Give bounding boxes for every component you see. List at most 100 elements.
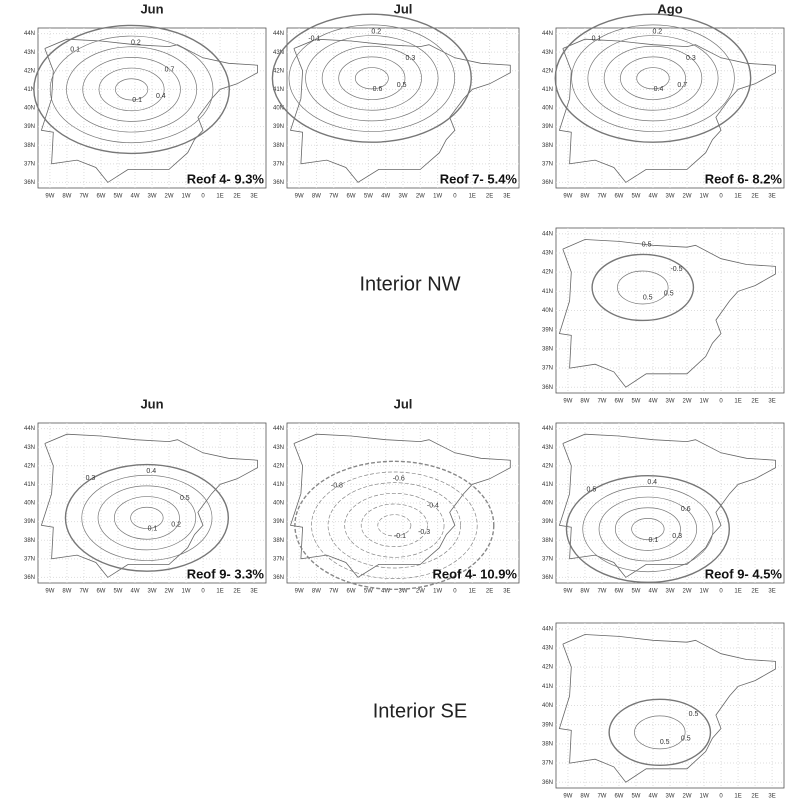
- lat-tick-label: 44N: [24, 31, 35, 37]
- lat-tick-label: 39N: [542, 327, 553, 333]
- lat-tick-label: 38N: [24, 538, 35, 544]
- lat-tick-label: 44N: [273, 31, 284, 37]
- lat-tick-label: 36N: [24, 180, 35, 186]
- lon-tick-label: 2W: [165, 194, 174, 200]
- contour-label: -0.5: [670, 266, 682, 273]
- contour-label: -0.4: [427, 502, 439, 509]
- lon-tick-label: 2W: [683, 399, 692, 405]
- lat-tick-label: 38N: [542, 741, 553, 747]
- coastline: [40, 38, 258, 183]
- lat-tick-label: 40N: [24, 106, 35, 112]
- reof-label: Reof 9- 3.3%: [187, 566, 265, 581]
- lat-tick-label: 42N: [542, 665, 553, 671]
- contour-label: -0.8: [331, 483, 343, 490]
- lat-tick-label: 40N: [273, 501, 284, 507]
- lat-tick-label: 42N: [542, 270, 553, 276]
- map-panel: 9W 8W 7W 6W 5W 4W 3W 2W 1W 0 1E 2E 3E 44N 43N 42N 41N 40N…: [542, 622, 785, 800]
- contour: [565, 475, 731, 584]
- lat-tick-label: 44N: [542, 626, 553, 632]
- lat-tick-label: 36N: [24, 575, 35, 581]
- lat-tick-label: 44N: [273, 426, 284, 432]
- lon-tick-label: 9W: [563, 194, 572, 200]
- lon-tick-label: 2W: [165, 589, 174, 595]
- lon-tick-label: 1E: [734, 794, 741, 800]
- lon-tick-label: 6W: [96, 194, 105, 200]
- lon-tick-label: 7W: [597, 589, 606, 595]
- contour-label: -0.3: [418, 529, 430, 536]
- contour: [591, 253, 695, 322]
- lon-tick-label: 5W: [631, 194, 640, 200]
- lon-tick-label: 9W: [563, 589, 572, 595]
- lon-tick-label: 6W: [96, 589, 105, 595]
- contour-label: 0.5: [660, 739, 670, 746]
- contour: [81, 474, 213, 561]
- lon-tick-label: 2W: [683, 589, 692, 595]
- lat-tick-label: 39N: [542, 124, 553, 130]
- lon-tick-label: 1W: [700, 794, 709, 800]
- lon-tick-label: 3E: [768, 194, 775, 200]
- lon-tick-label: 3W: [148, 194, 157, 200]
- lon-tick-label: 0: [719, 794, 723, 800]
- map-panel: 9W 8W 7W 6W 5W 4W 3W 2W 1W 0 1E 2E 3E 44N 43N 42N 41N 40N…: [542, 13, 785, 200]
- lat-tick-label: 37N: [273, 556, 284, 562]
- contour: [587, 35, 719, 122]
- contour-label: 0.2: [652, 28, 662, 35]
- contour-label: 0.1: [148, 526, 158, 533]
- contour-label: 0.3: [686, 55, 696, 62]
- lon-tick-label: 2E: [486, 589, 493, 595]
- contour: [305, 35, 439, 122]
- reof-label: Reof 9- 4.5%: [705, 566, 783, 581]
- lon-tick-label: 1W: [433, 194, 442, 200]
- lat-tick-label: 40N: [542, 703, 553, 709]
- lat-tick-label: 37N: [273, 161, 284, 167]
- map-panel: 9W 8W 7W 6W 5W 4W 3W 2W 1W 0 1E 2E 3E 44N 43N 42N 41N 40N…: [271, 13, 520, 200]
- map-frame: [286, 422, 520, 584]
- contour: [327, 482, 461, 569]
- lon-tick-label: 1E: [734, 194, 741, 200]
- contour-label: 0.5: [397, 82, 407, 89]
- reof-label: Reof 4- 9.3%: [187, 171, 265, 186]
- contour: [582, 486, 714, 573]
- contour: [614, 507, 681, 551]
- lon-tick-label: 3E: [503, 589, 510, 595]
- lat-tick-label: 43N: [273, 50, 284, 56]
- contour-label: 0.1: [70, 47, 80, 54]
- lon-tick-label: 7W: [329, 589, 338, 595]
- lon-tick-label: 7W: [79, 589, 88, 595]
- lon-tick-label: 0: [201, 589, 205, 595]
- coastline: [558, 433, 776, 578]
- lat-tick-label: 42N: [273, 463, 284, 469]
- lat-tick-label: 38N: [24, 143, 35, 149]
- lon-tick-label: 0: [453, 589, 457, 595]
- lon-tick-label: 5W: [113, 194, 122, 200]
- lon-tick-label: 1E: [216, 194, 223, 200]
- lon-tick-label: 2E: [486, 194, 493, 200]
- lon-tick-label: 3W: [148, 589, 157, 595]
- lon-tick-label: 6W: [347, 194, 356, 200]
- lat-tick-label: 41N: [542, 87, 553, 93]
- contour: [344, 492, 445, 558]
- coastline: [289, 433, 511, 578]
- contour: [64, 463, 230, 572]
- lon-tick-label: 6W: [614, 589, 623, 595]
- lat-tick-label: 38N: [542, 143, 553, 149]
- contour: [33, 24, 230, 155]
- lon-tick-label: 6W: [614, 399, 623, 405]
- contour: [354, 67, 389, 90]
- contour: [271, 13, 472, 143]
- lat-tick-label: 39N: [24, 519, 35, 525]
- lat-tick-label: 44N: [542, 231, 553, 237]
- lon-tick-label: 1E: [734, 589, 741, 595]
- lat-tick-label: 38N: [273, 538, 284, 544]
- contour-label: 0.5: [689, 711, 699, 718]
- contour-label: 0.4: [146, 468, 156, 475]
- contour: [97, 485, 197, 551]
- lat-tick-label: 38N: [273, 143, 284, 149]
- lon-tick-label: 5W: [631, 399, 640, 405]
- contour: [617, 270, 669, 305]
- lon-tick-label: 8W: [62, 589, 71, 595]
- lat-tick-label: 40N: [542, 501, 553, 507]
- lat-tick-label: 42N: [24, 68, 35, 74]
- lat-tick-label: 41N: [273, 482, 284, 488]
- lon-tick-label: 0: [201, 194, 205, 200]
